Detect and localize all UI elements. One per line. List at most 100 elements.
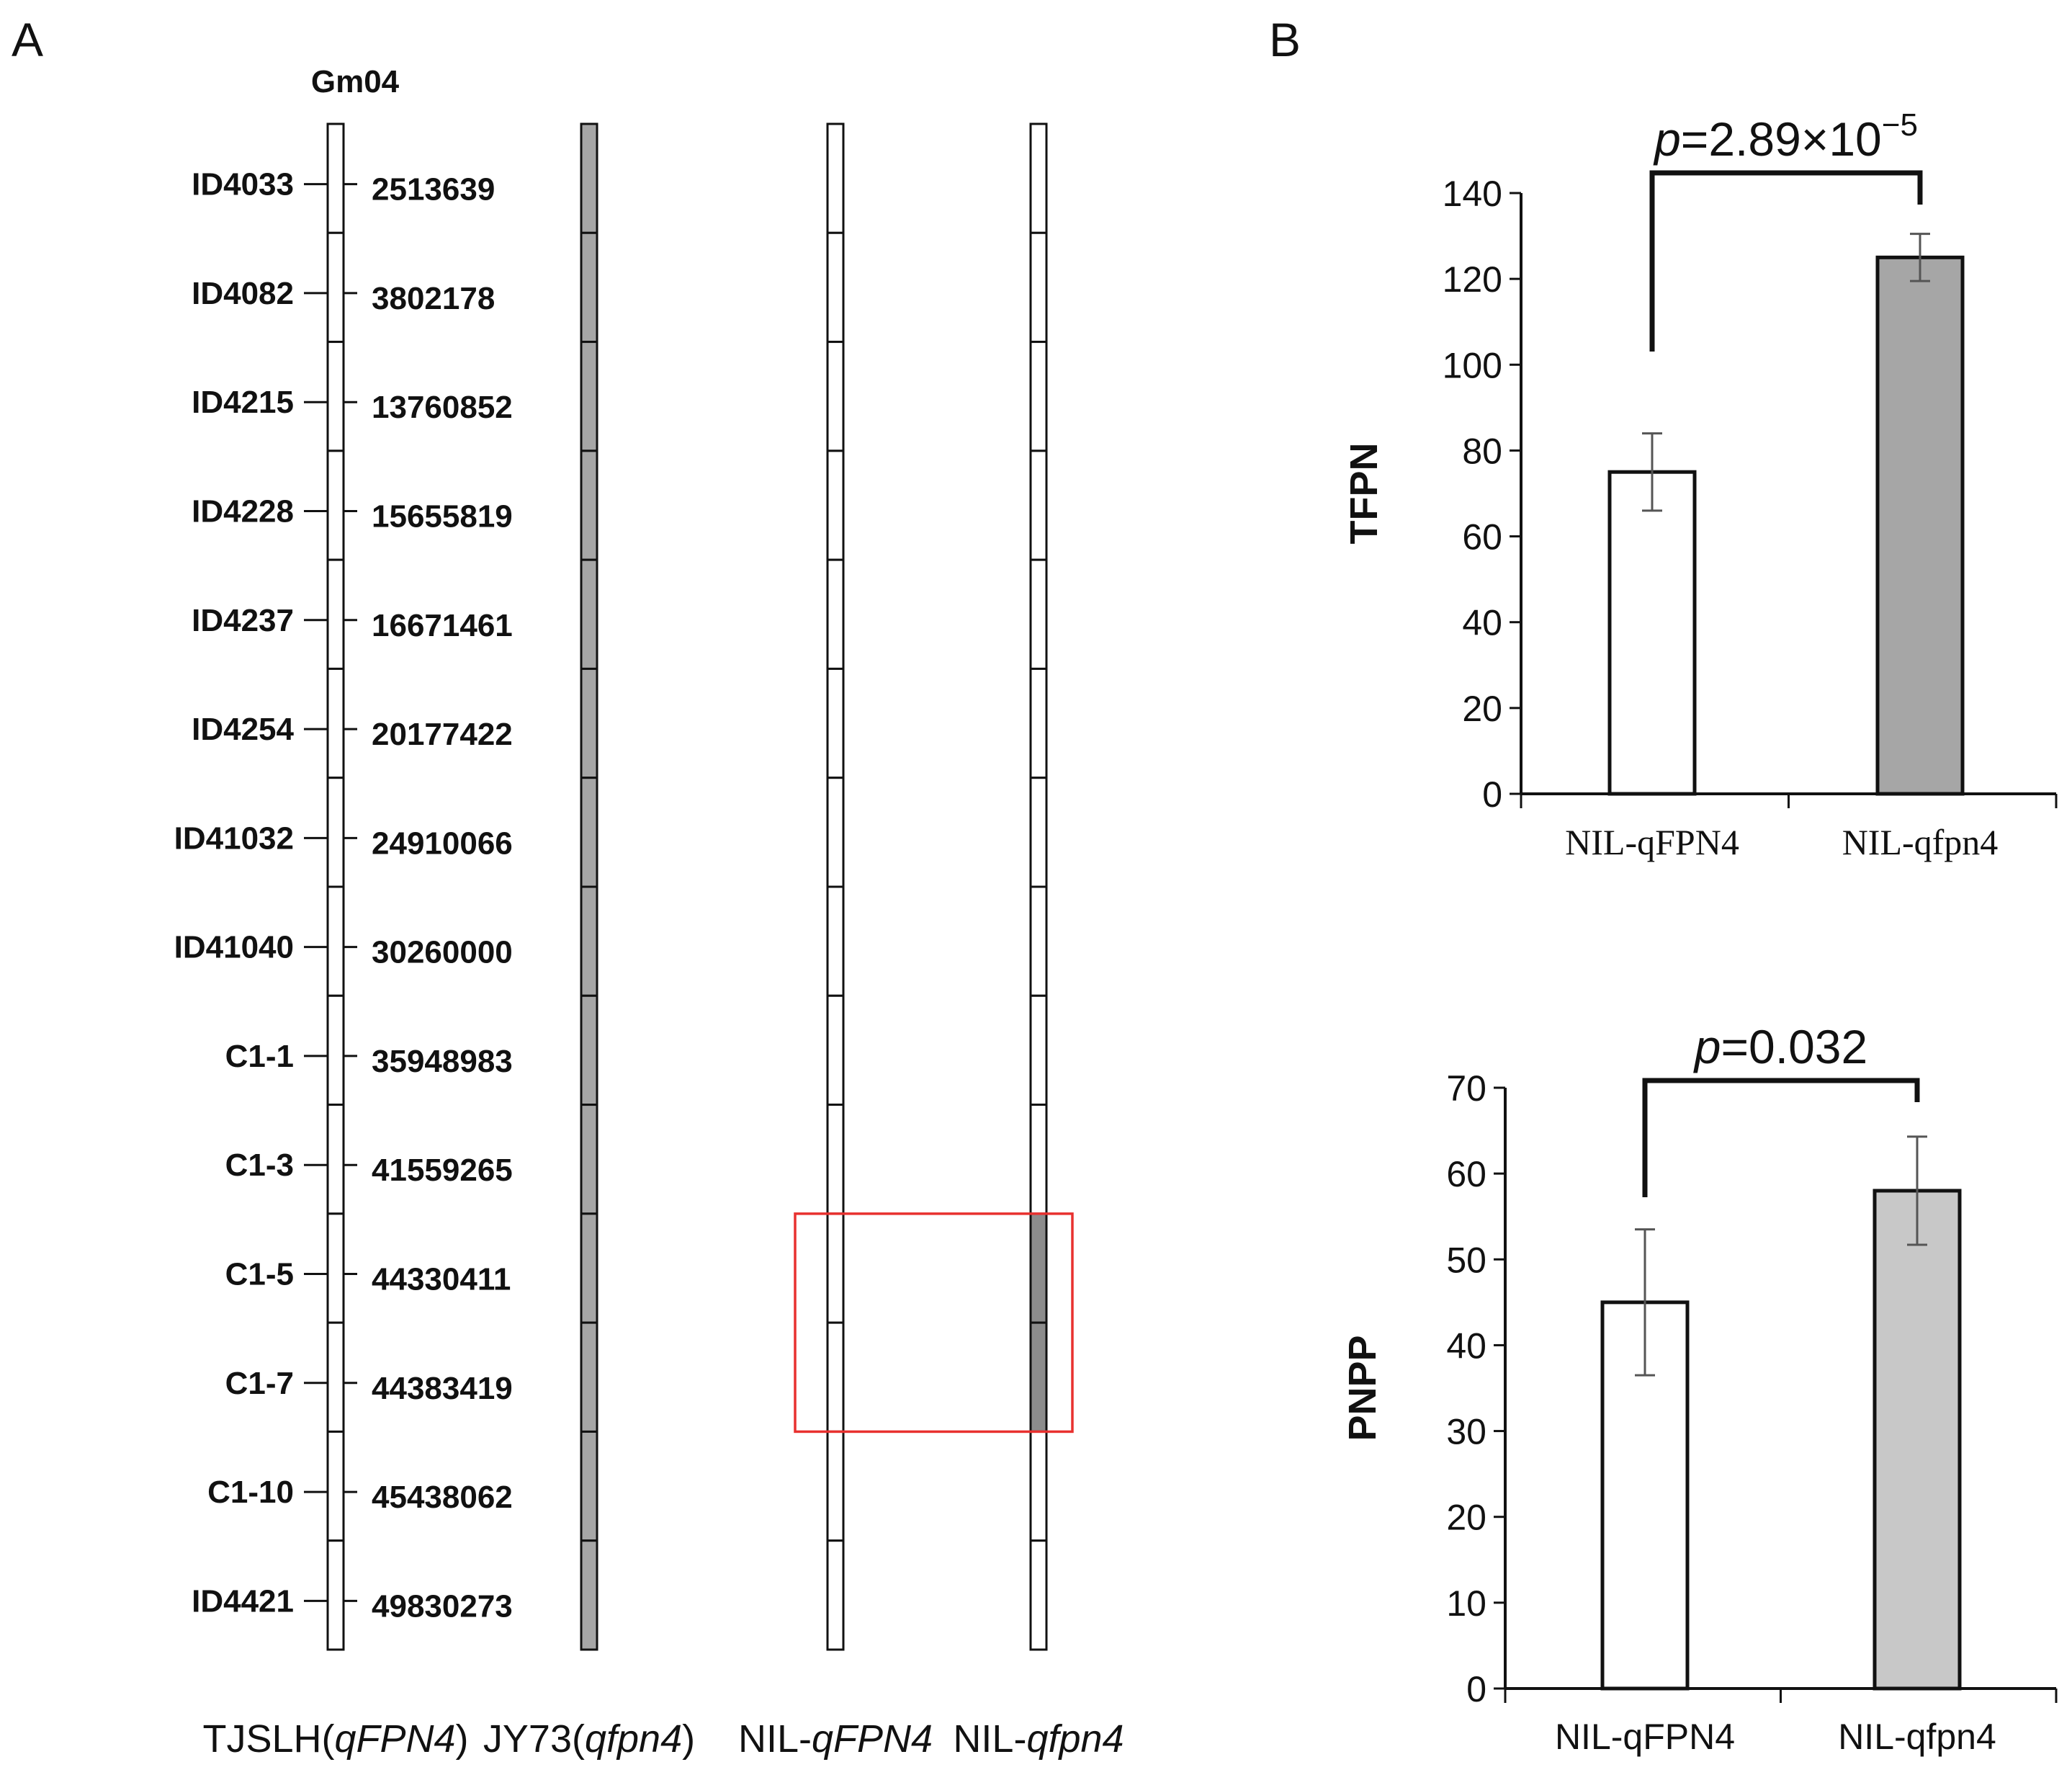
marker-name: ID4033 [192, 167, 294, 202]
y-tick-label: 0 [1466, 1669, 1486, 1709]
marker-name: ID4421 [192, 1583, 294, 1619]
chromosome-segment [1029, 1321, 1048, 1433]
marker-position: 49830273 [372, 1588, 513, 1624]
y-tick-label: 120 [1443, 259, 1502, 300]
genetic-map-panel: Gm04 TJSLH(qFPN4) JY73(qfpn4) NIL-qFPN4 NIL-… [174, 64, 1124, 1761]
chromosome-segment [580, 1539, 598, 1651]
chromosome-segment [1029, 777, 1048, 888]
chromosome-segment [326, 1212, 345, 1324]
marker-name: ID4082 [192, 276, 294, 311]
marker-position: 16671461 [372, 608, 513, 643]
chromosome-segment [826, 1212, 845, 1324]
y-tick-label: 70 [1446, 1068, 1486, 1109]
chromosome-segment [826, 231, 845, 344]
chromosome-segment [1029, 885, 1048, 997]
y-tick-label: 0 [1482, 774, 1502, 815]
chromosome-segment [580, 667, 598, 779]
marker-name: C1-5 [225, 1257, 294, 1292]
marker-name: ID41040 [174, 930, 294, 965]
significance-bracket [1642, 1078, 1920, 1197]
y-axis-label: PNPP [1341, 1335, 1384, 1441]
bar [1873, 1189, 1962, 1691]
chromosome-segment [826, 1321, 845, 1433]
y-tick-label: 50 [1446, 1240, 1486, 1280]
chromosome-segment [326, 667, 345, 779]
marker-position: 2513639 [372, 172, 495, 207]
chromosome-segment [826, 1539, 845, 1651]
chromosome-segment [580, 122, 598, 234]
pnpp-bar-chart: 0 10 20 30 40 50 60 70 PNPP NIL-qFPN4 NIL-qfpn4 p=0… [1341, 1020, 2058, 1757]
chromosome-segment [580, 1212, 598, 1324]
marker-position: 44383419 [372, 1371, 513, 1406]
marker-position: 15655819 [372, 499, 513, 535]
chromosome-segment [326, 1104, 345, 1215]
y-tick-label: 20 [1446, 1498, 1486, 1538]
chromosome-segment [580, 994, 598, 1106]
marker-name: C1-7 [225, 1366, 294, 1401]
chromosome-segment [826, 1430, 845, 1542]
chromosome-segment [326, 341, 345, 452]
chromosome-segment [826, 885, 845, 997]
chromosome-segment [1029, 231, 1048, 344]
genotype-label: TJSLH(qFPN4) [202, 1717, 468, 1761]
chromosome-segment [326, 777, 345, 888]
marker-name: ID4228 [192, 494, 294, 529]
category-label: NIL-qfpn4 [1842, 822, 1999, 862]
chromosome-segment [326, 994, 345, 1106]
genotype-label: JY73(qfpn4) [483, 1717, 695, 1761]
bar [1875, 255, 1965, 796]
chromosome-segment [1029, 450, 1048, 561]
chromosome-segment [580, 558, 598, 670]
tfpn-bar-chart: 0 20 40 60 80 100 120 140 TFPN NIL-qFPN4 NIL-qfpn4… [1342, 107, 2058, 862]
chromosome-segment [580, 1321, 598, 1433]
chromosome-segment [826, 558, 845, 670]
panel-label-b: B [1269, 13, 1301, 66]
chromosome-segment [326, 122, 345, 234]
chromosome-segment [580, 1430, 598, 1542]
marker-position: 24910066 [372, 826, 513, 861]
y-tick-label: 20 [1462, 689, 1502, 729]
p-value-annotation: p=2.89×10−5 [1653, 107, 1918, 166]
y-tick-label: 30 [1446, 1412, 1486, 1452]
bar [1607, 470, 1697, 796]
chromosome-segment [826, 450, 845, 561]
chromosome-segment [826, 122, 845, 234]
y-tick-label: 40 [1446, 1325, 1486, 1366]
y-tick-label: 60 [1446, 1154, 1486, 1194]
chromosome-segment [580, 231, 598, 344]
y-tick-label: 80 [1462, 431, 1502, 471]
marker-position: 41559265 [372, 1153, 513, 1188]
category-label: NIL-qfpn4 [1838, 1717, 1996, 1757]
y-axis-label: TFPN [1342, 443, 1386, 545]
marker-name: ID41032 [174, 820, 294, 856]
chromosome-segment [1029, 994, 1048, 1106]
chromosome-segment [326, 885, 345, 997]
chromosome-segment [580, 450, 598, 561]
chromosome-segment [326, 231, 345, 344]
chromosome-segment [1029, 1539, 1048, 1651]
y-tick-label: 140 [1443, 174, 1502, 214]
significance-bracket [1649, 170, 1923, 352]
chromosome-segment [826, 994, 845, 1106]
marker-name: C1-3 [225, 1148, 294, 1183]
chromosome-label: Gm04 [311, 64, 400, 99]
chromosome-segment [1029, 1104, 1048, 1215]
marker-name: ID4215 [192, 385, 294, 420]
chromosome-segment [826, 341, 845, 452]
chromosome-segment [1029, 1430, 1048, 1542]
chromosome-segment [1029, 122, 1048, 234]
marker-position: 44330411 [372, 1262, 511, 1297]
chromosome-segment [1029, 667, 1048, 779]
chromosome-segment [580, 885, 598, 997]
chromosome-segment [326, 558, 345, 670]
marker-name: C1-10 [207, 1475, 294, 1510]
chromosome-segment [826, 1104, 845, 1215]
chromosome-segment [326, 1539, 345, 1651]
chromosome-segment [326, 450, 345, 561]
marker-name: ID4237 [192, 603, 294, 638]
y-tick-label: 100 [1443, 345, 1502, 385]
chromosome-segment [326, 1430, 345, 1542]
panel-label-a: A [12, 13, 43, 66]
